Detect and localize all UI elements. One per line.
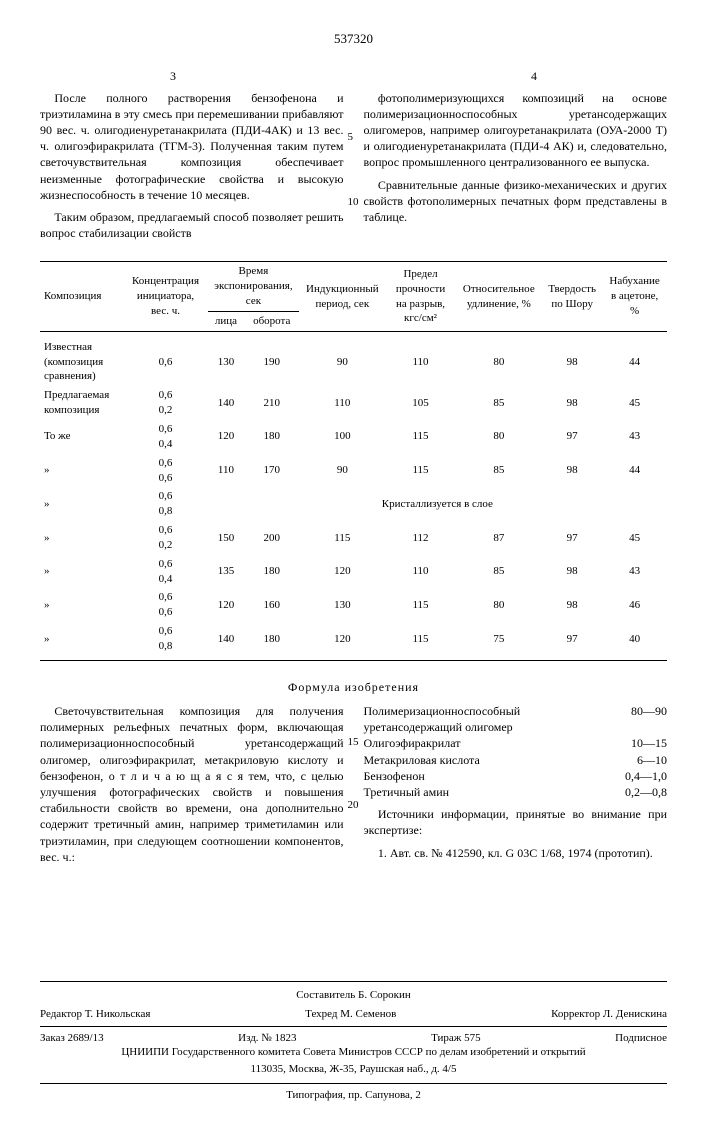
- ingredient-row: Бензофенон0,4—1,0: [364, 768, 668, 784]
- upper-columns: После полного растворения бензофенона и …: [40, 90, 667, 248]
- th-strength: Предел прочности на разрыв, кгс/см²: [386, 262, 456, 331]
- ingredients-list: Полимеризационноспособный уретансодержащ…: [364, 703, 668, 800]
- table-row: »0,60,6120160130115809846: [40, 588, 667, 622]
- footer-corrector: Корректор Л. Денискина: [551, 1007, 667, 1022]
- th-concentration: Концентрация инициатора, вес. ч.: [123, 262, 207, 331]
- table-row: Предлагаемая композиция0,60,214021011010…: [40, 386, 667, 420]
- footer-address: 113035, Москва, Ж-35, Раушская наб., д. …: [40, 1062, 667, 1084]
- th-back: оборота: [244, 311, 299, 331]
- upper-left-col: После полного растворения бензофенона и …: [40, 90, 344, 248]
- lineno-20: 20: [348, 798, 359, 813]
- left-page-no: 3: [170, 68, 176, 84]
- th-induction: Индукционный период, сек: [299, 262, 385, 331]
- ingredient-row: Олигоэфиракрилат10—15: [364, 735, 668, 751]
- ingredient-row: Метакриловая кислота6—10: [364, 752, 668, 768]
- th-composition: Композиция: [40, 262, 123, 331]
- table-row: То же0,60,4120180100115809743: [40, 420, 667, 454]
- source-1: 1. Авт. св. № 412590, кл. G 03С 1/68, 19…: [364, 845, 668, 861]
- footer-org: ЦНИИПИ Государственного комитета Совета …: [40, 1045, 667, 1060]
- right-page-no: 4: [531, 68, 537, 84]
- sources-title: Источники информации, принятые во вниман…: [364, 806, 668, 838]
- table-row: Известная (композиция сравнения)0,613019…: [40, 331, 667, 386]
- table-row: »0,60,611017090115859844: [40, 454, 667, 488]
- lineno-15: 15: [348, 735, 359, 750]
- table-row: »0,60,8140180120115759740: [40, 622, 667, 660]
- footer-editor: Редактор Т. Никольская: [40, 1007, 150, 1022]
- data-table: Композиция Концентрация инициатора, вес.…: [40, 261, 667, 660]
- lower-left-col: Светочувствительная композиция для получ…: [40, 703, 344, 871]
- footer-tech: Техред М. Семенов: [305, 1007, 396, 1022]
- th-shore: Твердость по Шору: [542, 262, 602, 331]
- table-row: »0,60,2150200115112879745: [40, 521, 667, 555]
- lineno-5: 5: [348, 130, 354, 145]
- footer-tirage: Тираж 575: [431, 1031, 481, 1046]
- upper-right-col: 5 10 фотополимеризующихся композиций на …: [364, 90, 668, 248]
- table-body: Известная (композиция сравнения)0,613019…: [40, 331, 667, 660]
- th-elongation: Относительное удлинение, %: [456, 262, 543, 331]
- formula-title: Формула изобретения: [40, 679, 667, 695]
- footer: Составитель Б. Сорокин Редактор Т. Никол…: [40, 981, 667, 1103]
- th-swelling: Набухание в ацетоне, %: [602, 262, 667, 331]
- th-exposure: Время экспонирования, сек: [208, 262, 299, 312]
- footer-izd: Изд. № 1823: [238, 1031, 296, 1046]
- table-row: »0,60,8Кристаллизуется в слое: [40, 487, 667, 521]
- upper-left-p2: Таким образом, предлагаемый способ позво…: [40, 209, 344, 241]
- upper-left-p1: После полного растворения бензофенона и …: [40, 90, 344, 203]
- upper-right-p2: Сравнительные данные физико-механических…: [364, 177, 668, 226]
- upper-right-p1: фотополимеризующихся композиций на основ…: [364, 90, 668, 171]
- ingredient-row: Третичный амин0,2—0,8: [364, 784, 668, 800]
- patent-number: 537320: [40, 30, 667, 48]
- ingredient-row: Полимеризационноспособный уретансодержащ…: [364, 703, 668, 735]
- table-row: »0,60,4135180120110859843: [40, 555, 667, 589]
- footer-order: Заказ 2689/13: [40, 1031, 104, 1046]
- lower-right-col: 15 20 Полимеризационноспособный уретансо…: [364, 703, 668, 871]
- page-numbers: 3 4: [40, 68, 667, 84]
- footer-compiler: Составитель Б. Сорокин: [40, 988, 667, 1003]
- footer-sub: Подписное: [615, 1031, 667, 1046]
- footer-press: Типография, пр. Сапунова, 2: [40, 1084, 667, 1103]
- lower-columns: Светочувствительная композиция для получ…: [40, 703, 667, 871]
- lineno-10: 10: [348, 195, 359, 210]
- th-face: лица: [208, 311, 245, 331]
- lower-left-p1: Светочувствительная композиция для получ…: [40, 703, 344, 865]
